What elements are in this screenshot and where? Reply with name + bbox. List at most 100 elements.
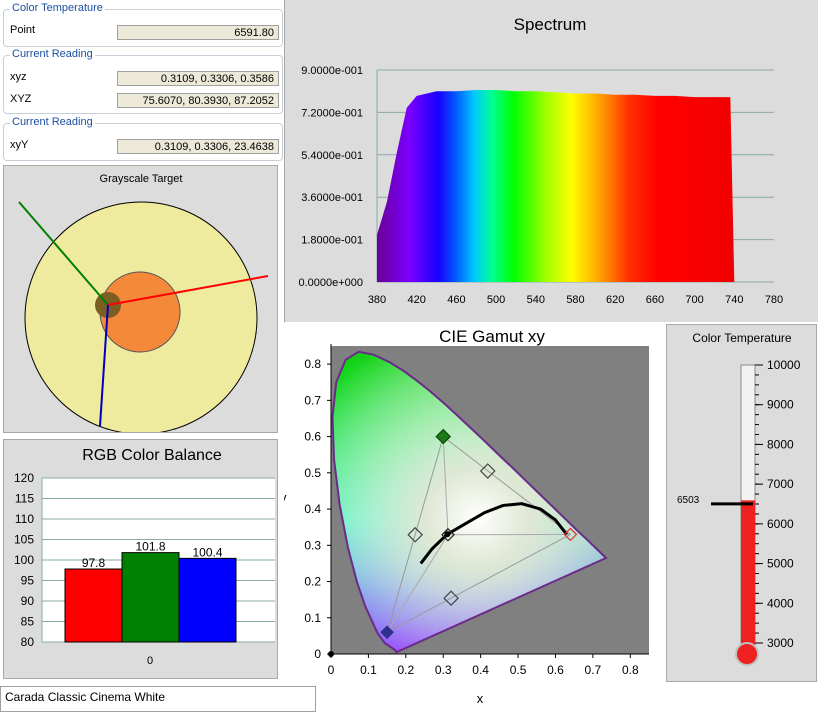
preset-name-field[interactable]: Carada Classic Cinema White — [0, 686, 316, 712]
spectrum-x-tick: 700 — [685, 294, 703, 306]
rgb-y-tick: 110 — [15, 512, 34, 526]
secondary-target-marker — [479, 463, 496, 479]
cie-x-tick: 0.1 — [360, 663, 377, 677]
green-error-vector — [18, 201, 109, 306]
thermometer-tick-label: 5000 — [767, 557, 794, 571]
origin-point — [328, 651, 334, 657]
blackbody-locus — [419, 502, 568, 565]
red-target-marker — [563, 527, 578, 542]
spectrum-x-tick: 660 — [646, 294, 664, 306]
thermometer-tick-label: 9000 — [767, 398, 794, 412]
cie-y-tick: 0.6 — [304, 430, 321, 444]
spectrum-y-tick: 0.0000e+000 — [298, 277, 363, 289]
spectrum-x-tick: 500 — [487, 294, 505, 306]
cie-y-axis-label: y — [284, 490, 287, 505]
blue-target-marker — [380, 625, 394, 640]
red-error-vector — [107, 275, 269, 306]
xyY-label: xyY — [10, 139, 29, 151]
rgb-y-tick: 90 — [21, 594, 35, 608]
spectrum-x-tick: 380 — [368, 294, 386, 306]
thermometer-tick-label: 7000 — [767, 477, 794, 491]
grayscale-target-panel: Grayscale Target — [3, 165, 278, 433]
preset-name-value: Carada Classic Cinema White — [5, 690, 166, 704]
rgb-bar-value: 101.8 — [135, 540, 165, 554]
spectral-locus — [331, 350, 608, 654]
spectrum-x-tick: 460 — [447, 294, 465, 306]
rgb-y-tick: 100 — [14, 553, 34, 567]
green-target-marker — [435, 428, 452, 445]
current-reading-title-1: Current Reading — [10, 48, 95, 60]
spectrum-area — [377, 90, 735, 283]
cie-y-tick: 0.5 — [304, 466, 321, 480]
secondary-target-marker — [407, 526, 424, 543]
cie-x-tick: 0.6 — [547, 663, 564, 677]
color-temperature-group-title: Color Temperature — [10, 2, 105, 14]
spectrum-y-tick: 1.8000e-001 — [301, 235, 363, 247]
spectrum-y-tick: 9.0000e-001 — [301, 65, 363, 77]
cie-y-tick: 0 — [314, 647, 321, 661]
rgb-balance-title: RGB Color Balance — [82, 447, 222, 464]
cie-x-tick: 0.5 — [510, 663, 527, 677]
cie-x-tick: 0 — [328, 663, 335, 677]
spectrum-y-tick: 3.6000e-001 — [301, 192, 363, 204]
target-gamut-triangle — [386, 435, 572, 634]
thermometer-tick-label: 3000 — [767, 636, 794, 650]
spectrum-y-tick: 7.2000e-001 — [301, 107, 363, 119]
point-value: 6591.80 — [117, 25, 279, 40]
cie-x-tick: 0.4 — [472, 663, 489, 677]
rgb-y-tick: 120 — [14, 471, 34, 485]
thermometer-tick-label: 6000 — [767, 517, 794, 531]
cie-x-axis-label: x — [477, 691, 484, 706]
blue-error-vector — [99, 304, 109, 427]
cie-x-tick: 0.8 — [622, 663, 639, 677]
spectrum-x-tick: 740 — [725, 294, 743, 306]
cie-chart: CIE Gamut xy 0 0.1 0.2 0.3 0.4 0.5 0.6 0.7 0.8 0 0… — [284, 322, 662, 713]
spectrum-x-tick: 620 — [606, 294, 624, 306]
spectrum-y-tick: 5.4000e-001 — [301, 150, 363, 162]
spectrum-x-tick: 580 — [566, 294, 584, 306]
rgb-bar-value: 97.8 — [82, 556, 106, 570]
gamut-spoke — [442, 436, 449, 535]
point-label: Point — [10, 24, 36, 36]
rgb-y-tick: 80 — [21, 635, 35, 649]
rgb-bar — [64, 568, 123, 643]
rgb-y-tick: 115 — [15, 492, 34, 506]
rgb-category-label: 0 — [147, 655, 153, 667]
cie-y-tick: 0.7 — [304, 393, 321, 407]
cie-y-tick: 0.1 — [304, 611, 321, 625]
spectrum-x-tick: 780 — [765, 294, 783, 306]
XYZ-value: 75.6070, 80.3930, 87.2052 — [117, 93, 279, 108]
thermometer-title: Color Temperature — [692, 331, 791, 345]
target-marker-label: 6503 — [677, 495, 700, 506]
cie-x-tick: 0.2 — [397, 663, 414, 677]
xyY-value: 0.3109, 0.3306, 23.4638 — [117, 139, 279, 154]
white-target-marker — [441, 527, 455, 542]
cie-title: CIE Gamut xy — [439, 327, 545, 346]
rgb-bar — [178, 557, 237, 643]
spectrum-x-tick: 540 — [527, 294, 545, 306]
spectrum-title: Spectrum — [514, 15, 587, 34]
color-temperature-thermometer: Color Temperature 3000 4000 5000 6000 7000 80… — [666, 324, 817, 682]
cie-x-tick: 0.7 — [585, 663, 602, 677]
thermometer-fill — [741, 500, 755, 655]
thermometer-tick-label: 4000 — [767, 596, 794, 610]
rgb-balance-panel: RGB Color Balance 80 85 90 95 100 105 110 115 12… — [3, 439, 278, 679]
secondary-target-marker — [443, 590, 459, 607]
rgb-bar-value: 100.4 — [192, 545, 222, 559]
spectrum-x-tick: 420 — [408, 294, 426, 306]
cie-y-tick: 0.3 — [304, 538, 321, 552]
spectrum-panel: Spectrum 0.0000e+000 1.8000e-001 3.6000e-0… — [284, 0, 818, 322]
current-reading-group-1: Current Reading xyz 0.3109, 0.3306, 0.35… — [3, 48, 283, 114]
cie-y-tick: 0.8 — [304, 357, 321, 371]
measured-white-point — [444, 531, 451, 538]
cie-y-tick: 0.2 — [304, 575, 321, 589]
cie-y-tick: 0.4 — [304, 502, 321, 516]
rgb-bar — [121, 552, 180, 643]
cie-x-tick: 0.3 — [435, 663, 452, 677]
color-temperature-group: Color Temperature Point 6591.80 — [3, 2, 283, 47]
thermometer-bulb — [735, 642, 759, 666]
grayscale-target-title: Grayscale Target — [100, 173, 183, 185]
thermometer-tick-label: 8000 — [767, 437, 794, 451]
current-reading-title-2: Current Reading — [10, 116, 95, 128]
thermometer-tick-label: 10000 — [767, 358, 801, 372]
